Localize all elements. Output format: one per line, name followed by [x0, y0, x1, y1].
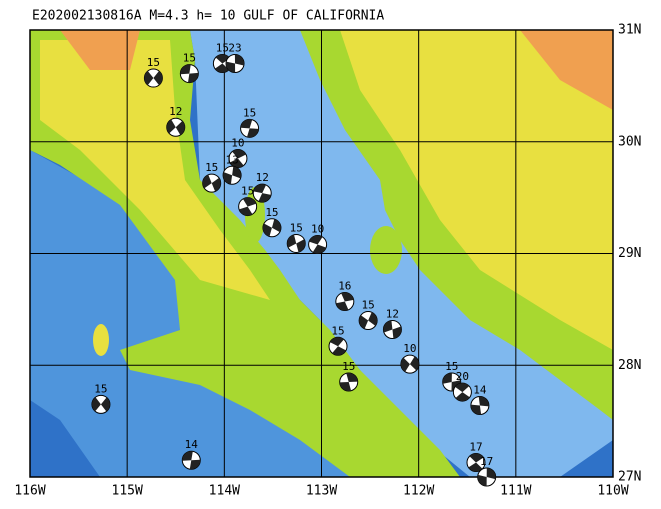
- compression-quadrant: [215, 54, 230, 73]
- depth-label: 15: [445, 360, 458, 373]
- depth-label: 15: [147, 56, 160, 69]
- compression-quadrant: [383, 320, 402, 339]
- depth-label: 20: [456, 370, 469, 383]
- compression-quadrant: [239, 197, 257, 216]
- compression-quadrant: [287, 234, 306, 253]
- x-tick-label: 114W: [209, 484, 240, 499]
- beachball: [222, 165, 242, 185]
- y-tick-label: 28N: [618, 358, 641, 373]
- beachball: [143, 68, 163, 88]
- depth-label: 14: [473, 383, 487, 396]
- y-tick-label: 31N: [618, 23, 641, 38]
- compression-quadrant: [400, 356, 419, 372]
- beachball: [328, 336, 348, 356]
- compression-quadrant: [225, 54, 245, 73]
- depth-label: 15: [216, 42, 229, 55]
- compression-quadrant: [309, 235, 327, 254]
- compression-quadrant: [180, 64, 199, 83]
- x-tick-label: 115W: [112, 484, 143, 499]
- depth-label: 23: [228, 42, 241, 55]
- beachball: [179, 64, 199, 84]
- beachball: [91, 394, 111, 414]
- compression-quadrant: [182, 451, 201, 470]
- beachball: [238, 197, 258, 217]
- beachball: [358, 311, 378, 331]
- compression-quadrant: [166, 119, 185, 135]
- beachball: [400, 354, 420, 374]
- depth-label: 17: [469, 440, 482, 453]
- depth-label: 12: [256, 171, 269, 184]
- compression-quadrant: [477, 468, 496, 486]
- beachball: [308, 235, 328, 255]
- y-tick-label: 29N: [618, 246, 641, 261]
- depth-label: 13: [225, 153, 238, 166]
- compression-quadrant: [144, 71, 163, 86]
- depth-label: 10: [403, 342, 416, 355]
- beachball: [181, 450, 201, 470]
- beachball: [202, 173, 222, 193]
- map-frame: [29, 29, 614, 478]
- depth-label: 14: [185, 438, 199, 451]
- beachball: [452, 382, 472, 402]
- beachball: [240, 118, 260, 138]
- depth-label: 15: [243, 106, 256, 119]
- depth-label: 15: [362, 299, 375, 312]
- beachball: [339, 372, 359, 392]
- compression-quadrant: [359, 312, 378, 329]
- depth-label: 15: [290, 221, 303, 234]
- depth-label: 15: [94, 382, 107, 395]
- compression-quadrant: [470, 396, 489, 415]
- compression-quadrant: [229, 149, 246, 168]
- depth-label: 10: [231, 137, 244, 150]
- beachball: [335, 292, 355, 312]
- compression-quadrant: [455, 383, 470, 402]
- compression-quadrant: [339, 372, 358, 392]
- depth-label: 15: [331, 324, 344, 337]
- compression-quadrant: [240, 119, 259, 138]
- depth-label: 15: [241, 185, 254, 198]
- map-title: E202002130816A M=4.3 h= 10 GULF OF CALIF…: [32, 9, 384, 24]
- beachball: [382, 319, 402, 339]
- depth-label: 12: [386, 307, 399, 320]
- compression-quadrant: [330, 337, 346, 356]
- x-tick-label: 116W: [14, 484, 45, 499]
- depth-label: 15: [265, 206, 278, 219]
- beachball: [466, 452, 486, 472]
- compression-quadrant: [223, 166, 242, 185]
- x-tick-label: 113W: [306, 484, 337, 499]
- beachball: [252, 183, 272, 203]
- compression-quadrant: [336, 292, 354, 311]
- y-tick-label: 30N: [618, 134, 641, 149]
- compression-quadrant: [253, 184, 271, 203]
- compression-quadrant: [468, 453, 484, 472]
- compression-quadrant: [262, 219, 281, 237]
- depth-label: 15: [342, 360, 355, 373]
- x-tick-label: 112W: [403, 484, 434, 499]
- compression-quadrant: [202, 174, 221, 192]
- beachball: [470, 395, 490, 415]
- beachball: [286, 233, 306, 253]
- beachball: [477, 467, 497, 487]
- depth-label: 10: [311, 223, 324, 236]
- x-tick-label: 111W: [500, 484, 531, 499]
- beachball: [228, 149, 248, 169]
- y-tick-label: 27N: [618, 470, 641, 485]
- compression-quadrant: [91, 397, 110, 412]
- depth-label: 17: [480, 455, 493, 468]
- depth-label: 16: [338, 280, 351, 293]
- x-tick-label: 110W: [597, 484, 628, 499]
- depth-label: 12: [169, 105, 182, 118]
- beachball: [166, 117, 186, 137]
- depth-label: 15: [205, 161, 218, 174]
- beachball: [225, 54, 245, 74]
- beachball: [262, 218, 282, 238]
- depth-label: 15: [183, 52, 196, 65]
